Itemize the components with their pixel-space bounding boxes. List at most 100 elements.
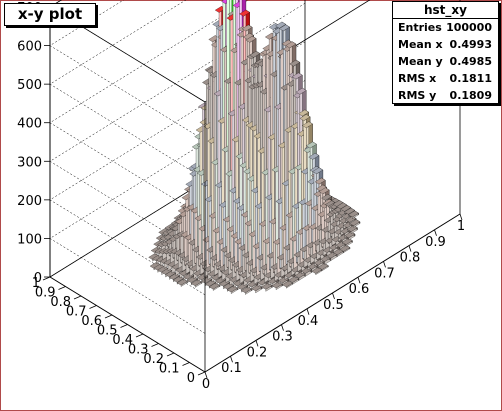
x-tick [408,245,412,252]
x-tick-label: 0.1 [221,361,242,376]
stat-row-entries: Entries 100000 [393,19,498,36]
bin-face-top [312,167,324,175]
y-tick-label: 0.3 [128,343,149,358]
stat-label: Mean x [398,38,443,51]
y-tick-label: 0.2 [143,352,164,367]
stat-label: RMS x [398,72,437,85]
y-tick [104,314,113,319]
x-tick [255,340,259,347]
y-tick-label: 0 [187,371,195,386]
x-tick [204,371,208,379]
y-tick-label: 0.1 [159,362,180,377]
stat-label: Entries [398,21,442,34]
z-tick-label: 600 [17,40,42,55]
x-tick-label: 0.7 [374,266,395,281]
x-tick-label: 0.4 [298,314,319,329]
bin-face-top [295,87,307,95]
bin-face-top [349,219,361,226]
stat-row-rms-y: RMS y 0.1809 [393,87,498,104]
histogram-bin [176,278,188,287]
x-tick [332,292,335,300]
bin-face-top [249,51,261,58]
stat-value: 0.4993 [449,38,492,51]
bin-face-top [318,187,330,195]
stats-title: hst_xy [393,2,498,19]
x-tick-label: 0.2 [247,345,268,360]
stat-value: 0.1811 [449,72,492,85]
bin-face-top [285,41,297,49]
bin-face-top [340,205,352,212]
stat-row-rms-x: RMS x 0.1811 [393,70,498,87]
x-tick-label: 0.3 [272,330,293,345]
x-tick-label: 0.6 [349,282,370,297]
y-tick-label: 0.8 [50,295,71,310]
x-tick [383,261,386,268]
x-tick-label: 0 [202,377,210,392]
bin-face-top [291,72,303,80]
z-tick-label: 300 [17,155,42,170]
stat-row-mean-x: Mean x 0.4993 [393,36,498,53]
bin-face-top [299,114,311,121]
x-tick [357,277,361,284]
bin-face-top [302,121,313,129]
z-tick-label: 400 [17,117,42,132]
bin-face-top [245,35,257,43]
z-tick-label: 0 [34,271,42,286]
bin-face-top [275,21,286,29]
stat-row-mean-y: Mean y 0.4985 [393,53,498,70]
y-tick [135,333,144,338]
bin-face-top [336,202,348,210]
bin-face-top [348,210,359,218]
y-tick [42,276,51,281]
y-tick [89,305,97,309]
x-tick-label: 0.5 [323,298,344,313]
y-tick-label: 1 [32,276,40,291]
axis-ticks: 00.10.20.30.40.50.60.70.80.9100.10.20.30… [17,1,465,392]
y-tick-label: 0.9 [35,286,56,301]
bin-face-top [306,141,317,149]
x-tick [306,308,310,315]
stat-label: Mean y [398,55,443,68]
bin-face-top [344,207,355,215]
y-tick [73,295,82,300]
y-tick-label: 0.4 [112,333,133,348]
z-tick-label: 500 [17,78,42,93]
bin-face-top [298,109,309,117]
bin-face-top [239,9,250,17]
lego-bars [148,0,361,295]
x-tick-label: 1 [457,219,465,234]
histogram-bin [317,263,329,272]
bin-face-top [314,177,326,185]
histogram-bin [271,281,283,291]
histogram-bin [288,275,300,285]
x-tick [434,229,437,236]
y-tick [182,362,190,366]
stat-label: RMS y [398,89,437,102]
histogram-bin [349,219,361,228]
plot-title: x-y plot [4,3,96,26]
x-tick [281,324,284,331]
y-tick-label: 0.7 [66,305,87,320]
y-tick [58,286,66,290]
bin-face-top [289,59,301,67]
histogram-bin [311,267,323,276]
y-tick-label: 0.5 [97,324,118,339]
histogram-bin [348,210,359,219]
bin-face-top [241,24,253,32]
stat-value: 0.4985 [449,55,492,68]
stats-box: hst_xy Entries 100000 Mean x 0.4993 Mean… [392,1,499,104]
x-tick [230,356,233,363]
x-tick-label: 0.8 [400,251,421,266]
bin-face-top [308,153,320,160]
bin-face-top [279,24,290,32]
y-tick [151,343,159,347]
x-tick-label: 0.9 [425,235,446,250]
z-tick-label: 100 [17,232,42,247]
z-tick-label: 200 [17,194,42,209]
y-tick [197,371,206,376]
stat-value: 0.1809 [449,89,492,102]
y-tick [120,324,128,328]
y-tick-label: 0.6 [81,314,102,329]
stat-value: 100000 [446,21,492,34]
